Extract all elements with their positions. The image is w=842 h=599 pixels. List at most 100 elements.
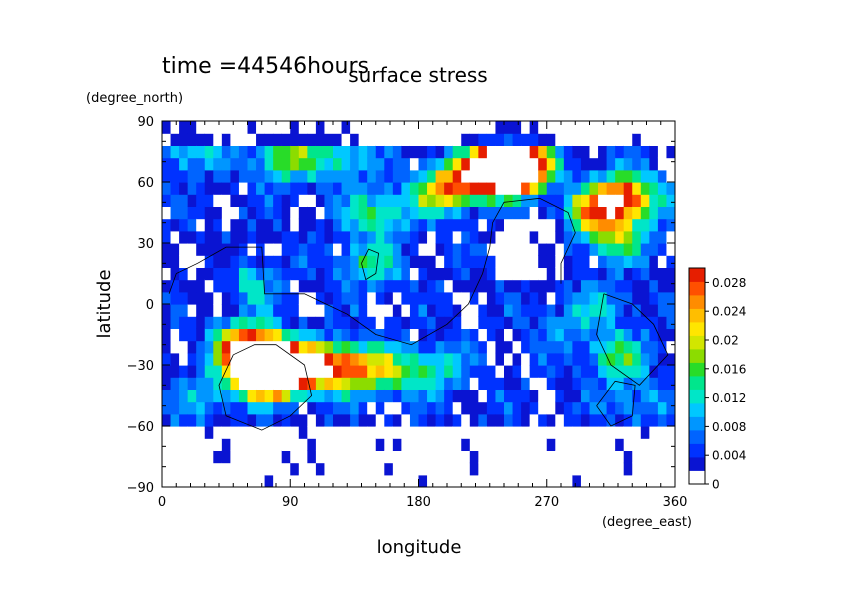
field-cell (230, 230, 240, 244)
field-cell (298, 291, 308, 305)
field-cell (187, 365, 197, 378)
field-cell (409, 352, 420, 366)
field-cell (555, 230, 565, 244)
field-cell (307, 462, 317, 476)
field-cell (187, 169, 197, 183)
field-cell (179, 279, 189, 293)
field-cell (469, 157, 479, 171)
field-cell (495, 182, 505, 195)
time-label: time =44546hours (162, 54, 369, 79)
field-cell (375, 169, 385, 183)
field-cell (187, 316, 197, 329)
field-cell (512, 133, 522, 146)
field-cell (589, 316, 599, 329)
field-cell (495, 462, 505, 476)
field-cell (187, 426, 197, 439)
field-cell (350, 438, 360, 451)
field-cell (427, 340, 437, 354)
field-cell (333, 145, 343, 159)
field-cell (384, 304, 394, 317)
field-cell (196, 304, 206, 317)
field-cell (350, 279, 360, 293)
field-cell (264, 243, 274, 256)
field-cell (649, 206, 659, 220)
field-cell (538, 145, 548, 159)
field-cell (221, 352, 231, 366)
field-cell (657, 316, 668, 329)
colorbar-segment (689, 457, 705, 471)
field-cell (401, 389, 411, 403)
field-cell (187, 157, 197, 171)
field-cell (563, 267, 573, 281)
field-cell (230, 389, 240, 403)
field-cell (196, 291, 206, 305)
field-cell (238, 304, 249, 317)
y-tick-label: 60 (137, 176, 154, 191)
field-cell (264, 133, 274, 146)
field-cell (367, 291, 377, 305)
field-cell (478, 194, 488, 207)
field-cell (495, 352, 505, 366)
field-cell (572, 413, 582, 427)
field-cell (238, 169, 249, 183)
field-cell (418, 316, 428, 329)
field-cell (196, 474, 206, 487)
field-cell (666, 328, 675, 342)
field-cell (315, 182, 326, 195)
field-cell (341, 365, 351, 378)
field-cell (221, 194, 231, 207)
field-cell (341, 133, 351, 146)
field-cell (238, 121, 249, 134)
field-cell (580, 438, 591, 451)
field-cell (401, 352, 411, 366)
field-cell (307, 426, 317, 439)
field-cell (640, 157, 650, 171)
field-cell (418, 243, 428, 256)
field-cell (478, 401, 488, 415)
field-cell (187, 230, 197, 244)
field-cell (418, 328, 428, 342)
field-cell (230, 413, 240, 427)
field-cell (435, 279, 445, 293)
field-cell (238, 413, 249, 427)
y-tick-label: 90 (137, 115, 154, 130)
field-cell (538, 450, 548, 464)
field-cell (521, 413, 531, 427)
field-cell (179, 450, 189, 464)
field-cell (478, 230, 488, 244)
field-cell (281, 352, 291, 366)
field-cell (478, 145, 488, 159)
field-cell (298, 474, 308, 487)
field-cell (623, 401, 633, 415)
field-cell (615, 121, 625, 134)
field-cell (435, 133, 445, 146)
field-cell (632, 328, 642, 342)
field-cell (418, 157, 428, 171)
field-cell (478, 291, 488, 305)
field-cell (427, 426, 437, 439)
field-cell (512, 352, 522, 366)
field-cell (640, 438, 650, 451)
field-cell (384, 121, 394, 134)
field-cell (666, 218, 675, 232)
field-cell (256, 243, 266, 256)
field-cell (401, 328, 411, 342)
field-cell (333, 304, 343, 317)
field-cell (598, 389, 608, 403)
field-cell (187, 340, 197, 354)
field-cell (350, 182, 360, 195)
field-cell (452, 389, 462, 403)
field-cell (461, 474, 471, 487)
field-cell (435, 194, 445, 207)
field-cell (486, 365, 497, 378)
field-cell (179, 182, 189, 195)
field-cell (179, 316, 189, 329)
field-cell (649, 377, 659, 390)
field-cell (589, 194, 599, 207)
field-cell (486, 316, 497, 329)
field-cell (529, 182, 539, 195)
field-cell (555, 389, 565, 403)
field-cell (555, 267, 565, 281)
field-cell (546, 133, 556, 146)
